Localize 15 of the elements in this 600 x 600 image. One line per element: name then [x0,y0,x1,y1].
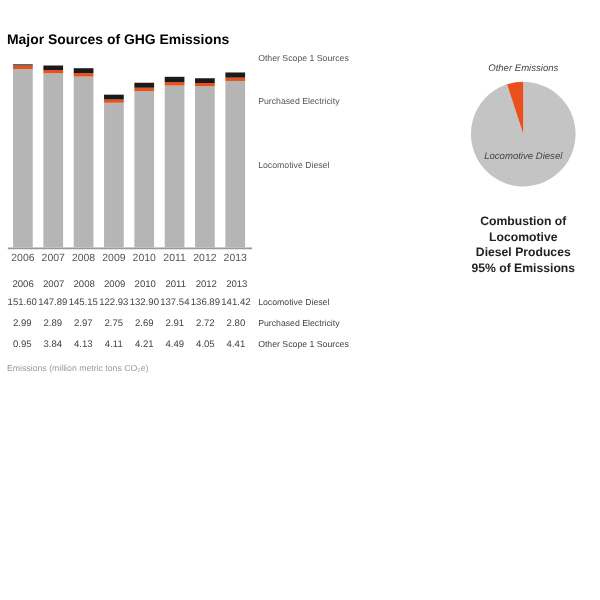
bar [104,102,124,248]
bar [164,76,185,83]
bar [73,68,94,74]
bar [134,82,155,88]
bar [195,78,215,84]
bar [13,68,33,248]
bar [225,80,246,248]
bar [164,85,185,248]
bar [73,76,94,248]
bar [134,90,155,248]
pie-slice [470,81,576,187]
bar [195,86,215,248]
pie-slice [507,81,524,135]
bar [43,73,64,248]
bar [225,72,246,78]
